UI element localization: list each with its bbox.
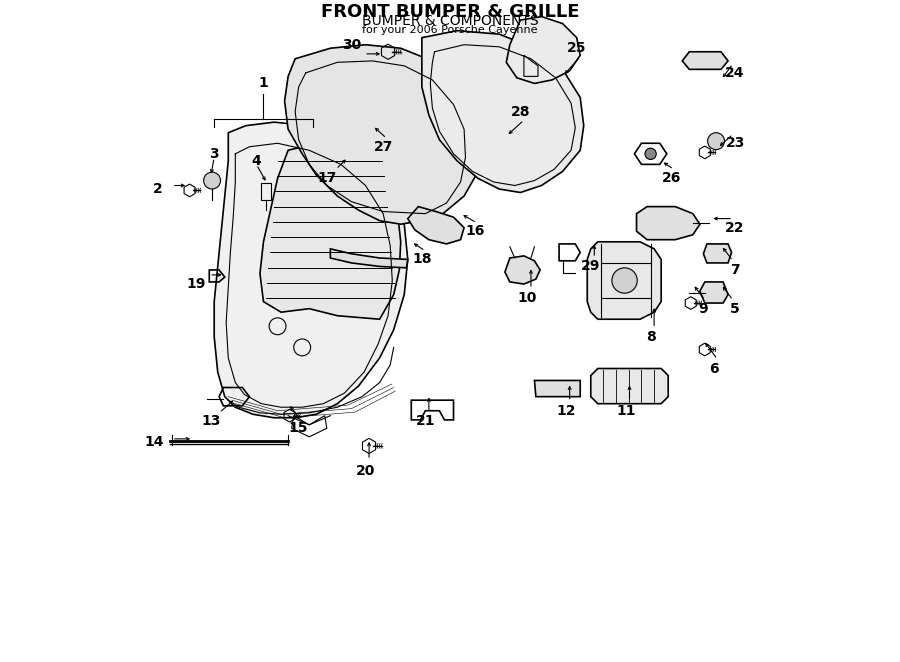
Polygon shape bbox=[682, 52, 728, 70]
Circle shape bbox=[612, 268, 637, 293]
Text: 26: 26 bbox=[662, 171, 681, 185]
Text: 17: 17 bbox=[317, 171, 337, 185]
Polygon shape bbox=[330, 249, 408, 268]
Polygon shape bbox=[260, 143, 400, 319]
Text: 11: 11 bbox=[616, 404, 635, 418]
Polygon shape bbox=[214, 122, 408, 418]
Text: 8: 8 bbox=[645, 330, 655, 344]
Polygon shape bbox=[700, 282, 728, 303]
Text: 20: 20 bbox=[356, 463, 375, 477]
Text: 24: 24 bbox=[725, 66, 745, 80]
Text: for your 2006 Porsche Cayenne: for your 2006 Porsche Cayenne bbox=[362, 25, 538, 35]
Text: 16: 16 bbox=[465, 224, 484, 238]
Text: 23: 23 bbox=[725, 136, 745, 150]
Text: 14: 14 bbox=[145, 436, 164, 449]
Text: 1: 1 bbox=[258, 76, 268, 91]
Text: BUMPER & COMPONENTS: BUMPER & COMPONENTS bbox=[362, 15, 538, 28]
Text: 9: 9 bbox=[698, 302, 708, 316]
Text: 6: 6 bbox=[709, 361, 719, 375]
Text: 28: 28 bbox=[510, 105, 530, 118]
Text: 13: 13 bbox=[201, 414, 220, 428]
Text: 12: 12 bbox=[556, 404, 576, 418]
Text: 3: 3 bbox=[210, 147, 219, 161]
Text: 15: 15 bbox=[289, 421, 309, 436]
Polygon shape bbox=[535, 381, 581, 397]
Polygon shape bbox=[505, 256, 540, 284]
Circle shape bbox=[707, 132, 724, 150]
Polygon shape bbox=[704, 244, 732, 263]
Circle shape bbox=[203, 172, 220, 189]
Polygon shape bbox=[507, 17, 580, 83]
Text: 22: 22 bbox=[725, 220, 745, 235]
Text: 7: 7 bbox=[730, 263, 740, 277]
Polygon shape bbox=[408, 207, 464, 244]
Polygon shape bbox=[284, 45, 482, 224]
Polygon shape bbox=[636, 207, 700, 240]
Polygon shape bbox=[590, 369, 668, 404]
Text: 2: 2 bbox=[153, 182, 163, 196]
Text: 4: 4 bbox=[252, 154, 261, 168]
Text: 10: 10 bbox=[518, 291, 537, 305]
Text: 18: 18 bbox=[412, 252, 432, 266]
Text: 29: 29 bbox=[581, 260, 600, 273]
Polygon shape bbox=[422, 30, 584, 193]
Text: 27: 27 bbox=[374, 140, 392, 154]
Text: 25: 25 bbox=[567, 41, 587, 55]
Polygon shape bbox=[588, 242, 662, 319]
Circle shape bbox=[645, 148, 656, 160]
Text: FRONT BUMPER & GRILLE: FRONT BUMPER & GRILLE bbox=[320, 3, 580, 21]
Text: 19: 19 bbox=[187, 277, 206, 291]
Text: 30: 30 bbox=[342, 38, 361, 52]
Text: 21: 21 bbox=[416, 414, 435, 428]
Text: 5: 5 bbox=[730, 302, 740, 316]
